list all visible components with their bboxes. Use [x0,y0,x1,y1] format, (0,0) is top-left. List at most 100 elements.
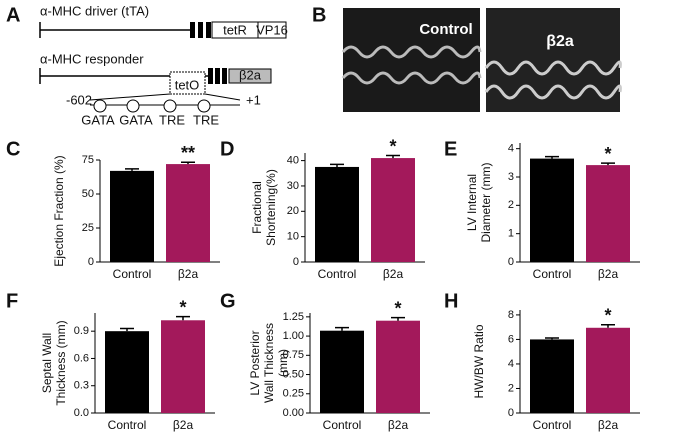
error-bar [335,326,349,331]
y-axis-label: Septal Wall [40,333,54,393]
x-tick-label: β2a [598,418,619,432]
x-tick-label: Control [108,418,147,432]
panel-b: B Control β2a [312,4,622,112]
y-tick-label: 0.75 [283,349,304,361]
y-tick-label: 2 [508,199,514,211]
y-tick-label: 0.0 [74,407,89,419]
exon [222,68,227,84]
y-axis-label: Shortening(%) [264,169,278,246]
y-tick-label: 0.3 [74,380,89,392]
y-tick-label: 25 [82,222,94,234]
echo-trace [341,45,482,85]
bar [530,339,574,413]
y-axis-label: HW/BW Ratio [472,324,486,398]
bar [161,320,205,413]
bar [371,158,415,262]
panel-letter: D [220,138,234,160]
y-tick-label: 1 [508,228,514,240]
panel-letter: B [312,4,326,26]
vp16-box [257,21,287,39]
panel-letter: C [6,138,20,160]
image-label: Control [419,21,472,38]
x-tick-label: β2a [598,267,619,281]
end-coord: +1 [246,92,261,107]
y-tick-label: 0.25 [283,388,304,400]
site-label: GATA [81,112,115,127]
b2a-box [228,68,272,84]
zoom-line [204,93,241,101]
y-axis-label: Thickness (mm) [54,320,68,405]
y-tick-label: 0 [88,256,94,268]
significance: * [394,298,401,318]
y-tick-label: 0 [508,256,514,268]
y-tick-label: 6 [508,333,514,345]
zoom-line [89,93,171,101]
significance: * [179,297,186,317]
y-axis-label: Fractional [250,181,264,234]
error-bar [120,327,134,332]
site [93,99,107,113]
x-tick-label: Control [113,267,152,281]
y-axis-label: LV Posterior [248,330,262,395]
vp16-label: VP16 [256,22,288,37]
error-bar [545,337,559,340]
bar [530,158,574,262]
site [197,99,211,113]
y-tick-label: 2 [508,382,514,394]
y-tick-label: 0.00 [283,407,304,419]
error-bar [125,168,139,171]
tetr-label: tetR [223,22,247,37]
error-bar [601,323,615,328]
echo-image [486,8,620,112]
x-tick-label: β2a [388,418,409,432]
bar [586,327,630,413]
responder-label: α-MHC responder [40,51,144,66]
y-tick-label: 75 [82,154,94,166]
site-label: TRE [159,112,185,127]
y-tick-label: 40 [287,155,299,167]
x-tick-label: β2a [178,267,199,281]
y-tick-label: 3 [508,171,514,183]
site-label: GATA [119,112,153,127]
x-tick-label: Control [533,418,572,432]
panel-letter: E [444,138,457,160]
error-bar [601,162,615,166]
y-tick-label: 1.25 [283,311,304,323]
panel-letter: F [6,290,18,312]
y-tick-label: 0.9 [74,325,89,337]
exon [208,68,213,84]
y-tick-label: 50 [82,188,94,200]
significance: ** [181,143,195,163]
site-label: TRE [193,112,219,127]
exon [206,22,211,38]
y-tick-label: 4 [508,358,514,370]
echo-image [343,8,480,112]
panel-letter: G [220,290,236,312]
exon [198,22,203,38]
y-tick-label: 0.6 [74,352,89,364]
image-label: β2a [546,33,574,50]
error-bar [181,161,195,165]
y-tick-label: 1.00 [283,330,304,342]
panel-a: A α-MHC driver (tTA) tetR VP16 α-MHC res… [6,3,288,127]
y-tick-label: 0 [293,256,299,268]
bar [586,165,630,262]
y-tick-label: 20 [287,205,299,217]
bar [315,166,359,262]
error-bar [545,155,559,159]
x-tick-label: Control [318,267,357,281]
significance: * [389,136,396,156]
error-bar [391,316,405,321]
significance: * [604,305,611,325]
panel-letter: H [444,290,458,312]
bar [376,320,420,413]
y-axis-label: (mm) [276,349,290,377]
y-axis-label: Wall Thickness [262,323,276,403]
x-tick-label: β2a [383,267,404,281]
teto-box [169,71,206,95]
y-tick-label: 8 [508,309,514,321]
exon [215,68,220,84]
y-tick-label: 0.50 [283,368,304,380]
driver-label: α-MHC driver (tTA) [40,3,149,18]
